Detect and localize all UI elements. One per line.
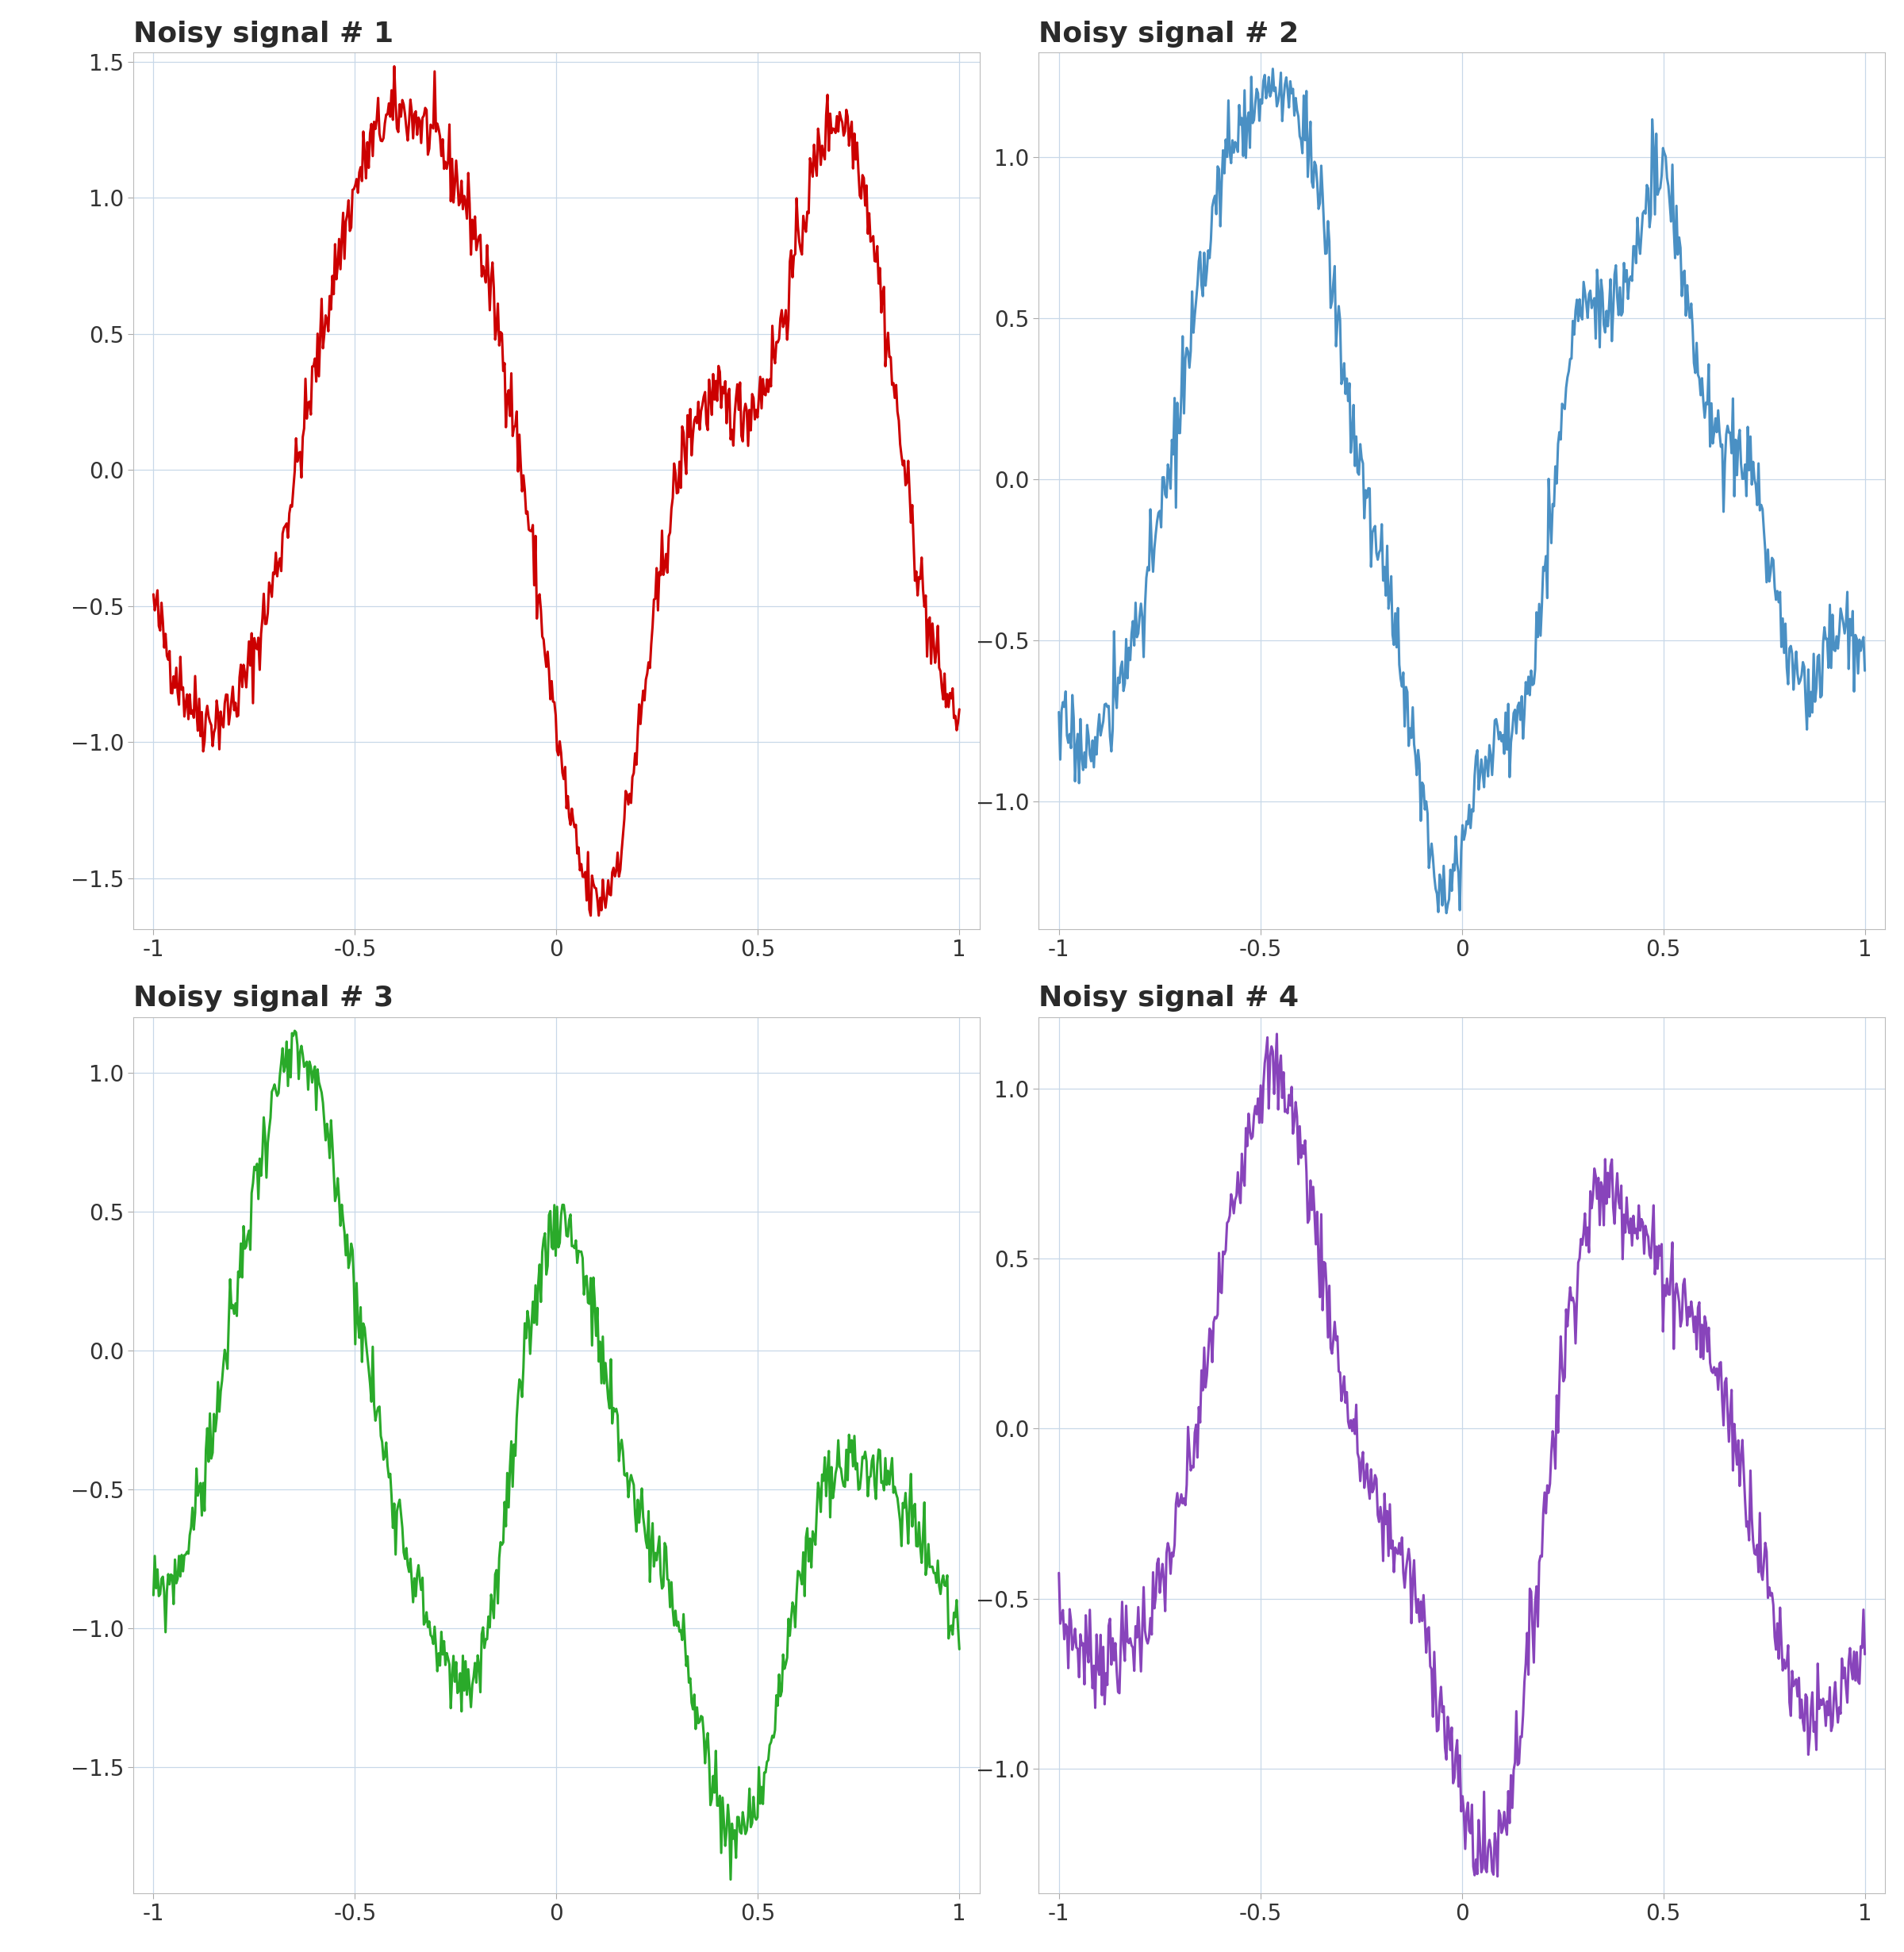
Text: Noisy signal # 2: Noisy signal # 2 xyxy=(1040,20,1299,47)
Text: Noisy signal # 4: Noisy signal # 4 xyxy=(1040,984,1299,1011)
Text: Noisy signal # 3: Noisy signal # 3 xyxy=(133,984,394,1011)
Text: Noisy signal # 1: Noisy signal # 1 xyxy=(133,20,394,47)
